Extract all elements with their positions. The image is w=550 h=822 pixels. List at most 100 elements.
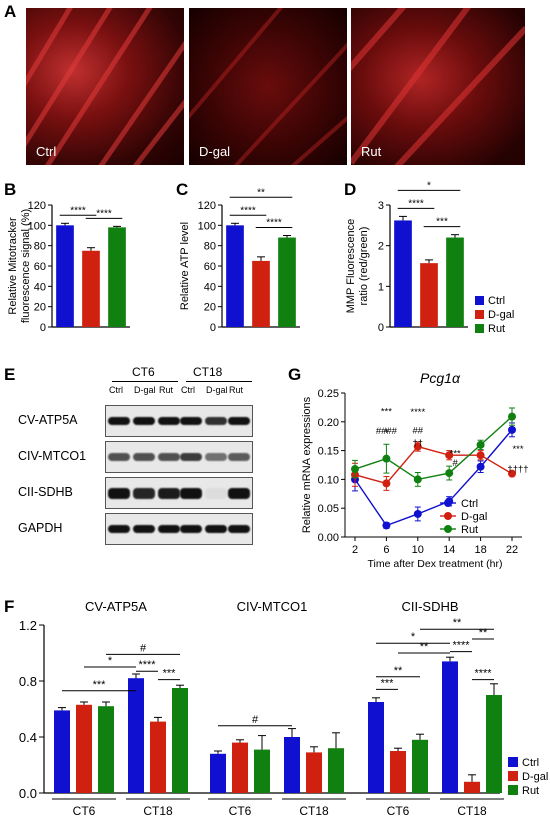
y-tick-label: 100 bbox=[28, 220, 46, 232]
bar-ctrl bbox=[210, 753, 226, 793]
wb-band bbox=[158, 525, 180, 533]
panel-label-g: G bbox=[288, 365, 302, 384]
y-tick-label: 40 bbox=[34, 281, 46, 293]
annotation-mark: *** bbox=[512, 444, 523, 455]
bar-ctrl bbox=[226, 225, 244, 327]
bar-d-gal bbox=[252, 260, 270, 327]
annotation-mark: †† bbox=[413, 438, 424, 449]
wb-group-line bbox=[186, 381, 252, 382]
significance-label: **** bbox=[96, 208, 112, 219]
y-tick-label: 0.05 bbox=[318, 503, 339, 515]
y-axis-label: Relative mRNA expressions bbox=[301, 396, 313, 533]
point-d-gal bbox=[382, 479, 391, 488]
micrograph-rut: Rut bbox=[351, 8, 525, 165]
y-tick-label: 60 bbox=[34, 261, 46, 273]
significance-label: * bbox=[427, 180, 431, 191]
wb-band bbox=[158, 487, 180, 499]
x-tick-label: 6 bbox=[383, 544, 389, 556]
significance-label: ** bbox=[453, 617, 462, 629]
legend-label: D-gal bbox=[522, 771, 548, 783]
significance-label: **** bbox=[474, 668, 492, 680]
bar-rut bbox=[172, 688, 188, 793]
legend-label: Ctrl bbox=[488, 295, 505, 307]
wb-band bbox=[228, 453, 250, 461]
annotation-mark: *** bbox=[450, 448, 461, 459]
wb-lane-ctrl: Ctrl bbox=[109, 385, 123, 395]
y-tick-label: 0 bbox=[40, 322, 46, 334]
significance-label: *** bbox=[381, 677, 395, 689]
point-rut bbox=[351, 465, 359, 474]
panel-label-e: E bbox=[4, 365, 16, 384]
wb-strip bbox=[105, 441, 253, 473]
y-tick-label: 0 bbox=[378, 322, 384, 334]
point-rut bbox=[476, 440, 485, 449]
legend-label: Rut bbox=[461, 524, 478, 536]
x-tick-label: 14 bbox=[443, 544, 455, 556]
bar-dgal bbox=[464, 781, 480, 793]
y-tick-label: 80 bbox=[34, 241, 46, 253]
micrograph-dgal: D-gal bbox=[189, 8, 347, 165]
point-ctrl bbox=[508, 425, 516, 434]
wb-band bbox=[158, 417, 180, 425]
fiber-pattern bbox=[189, 8, 347, 165]
x-tick-label: 2 bbox=[352, 544, 358, 556]
wb-row-label: CII-SDHB bbox=[18, 485, 73, 499]
subgroup-label: CT18 bbox=[299, 804, 329, 818]
wb-lane-rut: Rut bbox=[159, 385, 174, 395]
x-tick-label: 10 bbox=[412, 544, 424, 556]
panel-label-d: D bbox=[344, 180, 357, 199]
annotation-mark: †††† bbox=[507, 464, 528, 475]
subgroup-label: CT6 bbox=[229, 804, 252, 818]
y-axis-label: ratio (red/green) bbox=[358, 227, 370, 306]
subgroup-label: CT6 bbox=[73, 804, 96, 818]
bar-ctrl bbox=[56, 225, 74, 327]
line-ctrl bbox=[354, 429, 513, 527]
bar-rut bbox=[328, 748, 344, 793]
wb-band bbox=[228, 525, 250, 533]
y-tick-label: 1 bbox=[378, 281, 384, 293]
wb-strip bbox=[105, 405, 253, 437]
significance-label: *** bbox=[93, 679, 107, 691]
x-tick-label: 22 bbox=[506, 544, 518, 556]
wb-strip bbox=[105, 477, 253, 509]
legend-swatch-d-gal bbox=[475, 310, 484, 319]
significance-label: # bbox=[252, 714, 259, 726]
wb-band bbox=[108, 453, 130, 461]
legend-marker-rut bbox=[444, 525, 452, 533]
subgroup-label: CT18 bbox=[143, 804, 173, 818]
point-rut bbox=[382, 454, 391, 463]
wb-band bbox=[205, 453, 227, 461]
bar-rut bbox=[254, 749, 270, 793]
wb-band bbox=[228, 417, 250, 425]
x-axis-label: Time after Dex treatment (hr) bbox=[368, 558, 503, 570]
wb-band bbox=[180, 453, 202, 461]
fiber-pattern bbox=[26, 8, 184, 165]
wb-lane-d-gal: D-gal bbox=[134, 385, 156, 395]
chart-b: 0 20 40 60 80 100 120 Relative Mitotracker fluor… bbox=[7, 200, 130, 334]
point-ctrl bbox=[413, 509, 422, 518]
point-d-gal bbox=[445, 451, 454, 460]
point-d-gal bbox=[476, 451, 485, 460]
wb-row-label: CV-ATP5A bbox=[18, 413, 78, 427]
bar-ctrl bbox=[128, 678, 144, 793]
wb-band bbox=[133, 525, 155, 533]
wb-band bbox=[108, 487, 130, 499]
line-d-gal bbox=[354, 445, 513, 485]
significance-label: ** bbox=[479, 627, 488, 639]
y-tick-label: 0.00 bbox=[318, 532, 339, 544]
legend-swatch-ctrl bbox=[508, 757, 518, 767]
group-title: CIV-MTCO1 bbox=[237, 599, 308, 614]
legend-label: Ctrl bbox=[522, 757, 539, 769]
wb-band bbox=[205, 525, 227, 533]
bar-dgal bbox=[390, 751, 406, 793]
wb-band bbox=[108, 525, 130, 533]
panel-label-b: B bbox=[4, 180, 17, 199]
legend-marker-ctrl bbox=[444, 499, 452, 507]
significance-label: **** bbox=[266, 218, 282, 229]
wb-lane-rut: Rut bbox=[229, 385, 244, 395]
wb-group-line bbox=[112, 381, 178, 382]
wb-band bbox=[205, 487, 227, 499]
wb-band bbox=[228, 487, 250, 499]
wb-lane-ctrl: Ctrl bbox=[181, 385, 195, 395]
bar-ctrl bbox=[442, 661, 458, 793]
